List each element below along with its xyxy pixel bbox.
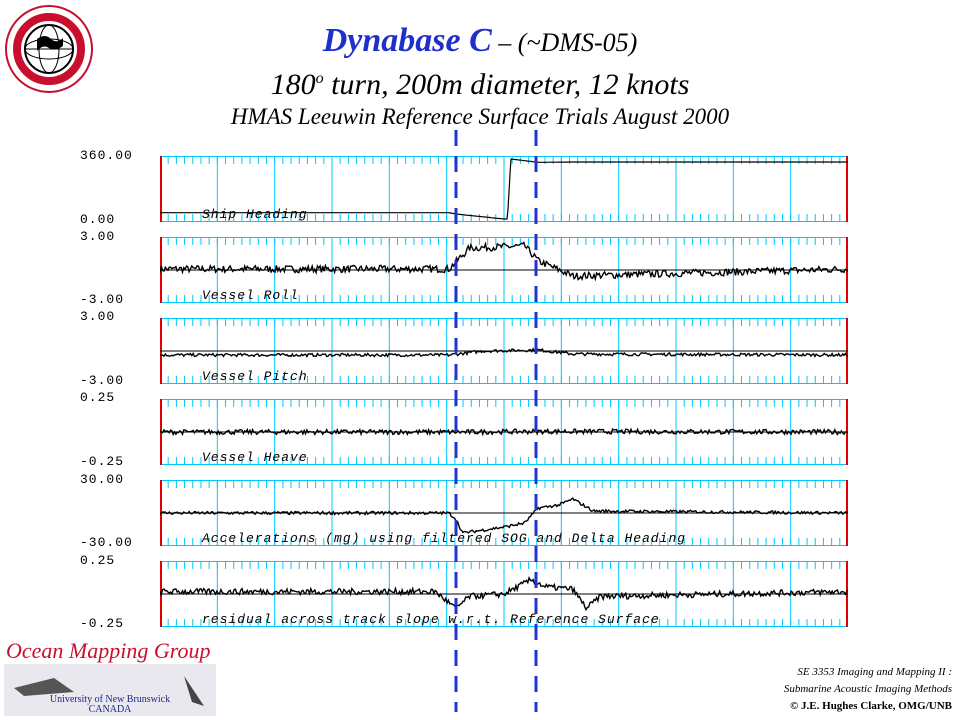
subtitle: 180o turn, 200m diameter, 12 knots [0,68,960,102]
unb-geodesy-logo [5,5,93,93]
subtitle-post: turn, 200m diameter, 12 knots [323,68,690,101]
heading-series-label: Ship Heading [202,207,308,222]
subtitle-degree: o [315,70,324,87]
roll-ymin-label: -3.00 [80,292,125,307]
pitch-series-label: Vessel Pitch [202,369,308,384]
series-line [160,427,848,437]
course-line1: SE 3353 Imaging and Mapping II : [797,666,952,678]
subtitle-pre: 180 [270,68,316,101]
series-line [160,576,848,612]
residual-chart [160,561,848,627]
accelerations-chart [160,480,848,546]
series-line [160,158,848,220]
series-line [160,241,848,282]
roll-series-label: Vessel Roll [202,288,299,303]
trial-title: HMAS Leeuwin Reference Surface Trials Au… [230,104,730,129]
residual-ymax-label: 0.25 [80,553,116,568]
copyright: © J.E. Hughes Clarke, OMG/UNB [790,700,952,712]
group-name: Ocean Mapping Group [6,638,211,663]
heave-ymax-label: 0.25 [80,390,116,405]
residual-ymin-label: -0.25 [80,616,125,631]
series-line [160,497,848,534]
title-main: Dynabase C [322,22,492,59]
pitch-chart [160,318,848,384]
heading-ymax-label: 360.00 [80,148,133,163]
university-line1: University of New Brunswick [49,694,171,705]
accel-ymin-label: -30.00 [80,535,133,550]
course-line2: Submarine Acoustic Imaging Methods [783,683,952,695]
ocean-mapping-logo [4,664,216,716]
pitch-ymin-label: -3.00 [80,373,125,388]
page-title: Dynabase C – (~DMS-05) [0,22,960,60]
pitch-ymax-label: 3.00 [80,309,116,324]
heading-ymin-label: 0.00 [80,212,116,227]
heave-chart [160,399,848,465]
title-suffix: – (~DMS-05) [491,28,638,57]
university-line2: CANADA [88,704,132,715]
accel-ymax-label: 30.00 [80,472,125,487]
roll-ymax-label: 3.00 [80,229,116,244]
heading-chart [160,156,848,222]
residual-series-label: residual across track slope w.r.t. Refer… [202,612,660,627]
university-name: University of New Brunswick CANADA [40,695,180,715]
heave-series-label: Vessel Heave [202,450,308,465]
heave-ymin-label: -0.25 [80,454,125,469]
series-line [160,347,848,358]
accelerations-series-label: Accelerations (mg) using filtered SOG an… [202,531,687,546]
roll-chart [160,237,848,303]
course-footer: SE 3353 Imaging and Mapping II : Submari… [784,664,952,715]
